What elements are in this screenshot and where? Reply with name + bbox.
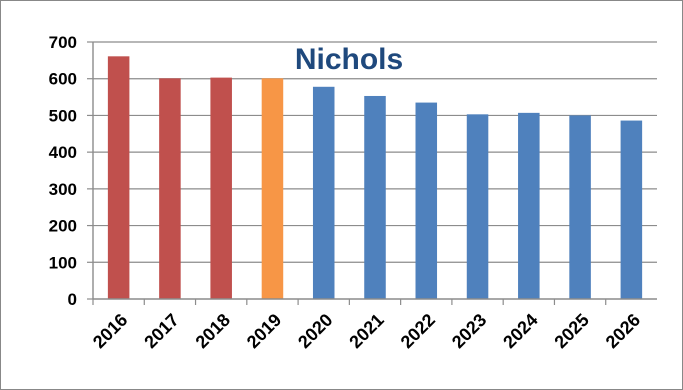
- bar-2024: [518, 112, 540, 299]
- bar-2018: [210, 77, 232, 299]
- x-tick-label: 2024: [499, 310, 541, 352]
- y-tick-label: 400: [49, 143, 77, 162]
- bar-2019: [261, 78, 284, 300]
- x-tick-label: 2019: [243, 310, 285, 352]
- bar-2016: [107, 56, 130, 299]
- y-axis-ticks: 0 100 200 300 400 500 600 700: [49, 33, 93, 309]
- bars: [107, 56, 643, 300]
- x-tick-label: 2026: [602, 310, 644, 352]
- bar-2023: [466, 114, 489, 299]
- y-tick-label: 300: [49, 180, 77, 199]
- bar-2017: [159, 78, 181, 300]
- y-tick-label: 600: [49, 70, 77, 89]
- x-tick-label: 2017: [140, 310, 182, 352]
- y-tick-label: 100: [49, 253, 77, 272]
- x-tick-label: 2022: [397, 310, 439, 352]
- y-tick-label: 700: [49, 33, 77, 52]
- x-tick-label: 2021: [345, 310, 387, 352]
- y-tick-label: 500: [49, 106, 77, 125]
- bar-2020: [312, 86, 335, 299]
- x-axis-ticks: 2016 2017 2018 2019 2020 2021 2022 2023 2024 2025…: [89, 299, 644, 352]
- y-tick-label: 0: [68, 290, 77, 309]
- x-tick-label: 2018: [192, 310, 234, 352]
- bar-2025: [569, 115, 591, 299]
- x-tick-label: 2023: [448, 310, 490, 352]
- bar-2022: [415, 102, 438, 299]
- chart-title: Nichols: [295, 43, 403, 76]
- x-tick-label: 2025: [550, 310, 592, 352]
- x-tick-label: 2020: [294, 310, 336, 352]
- x-tick-label: 2016: [89, 310, 131, 352]
- y-tick-label: 200: [49, 217, 77, 236]
- bar-2026: [620, 120, 643, 299]
- bar-2021: [364, 95, 386, 299]
